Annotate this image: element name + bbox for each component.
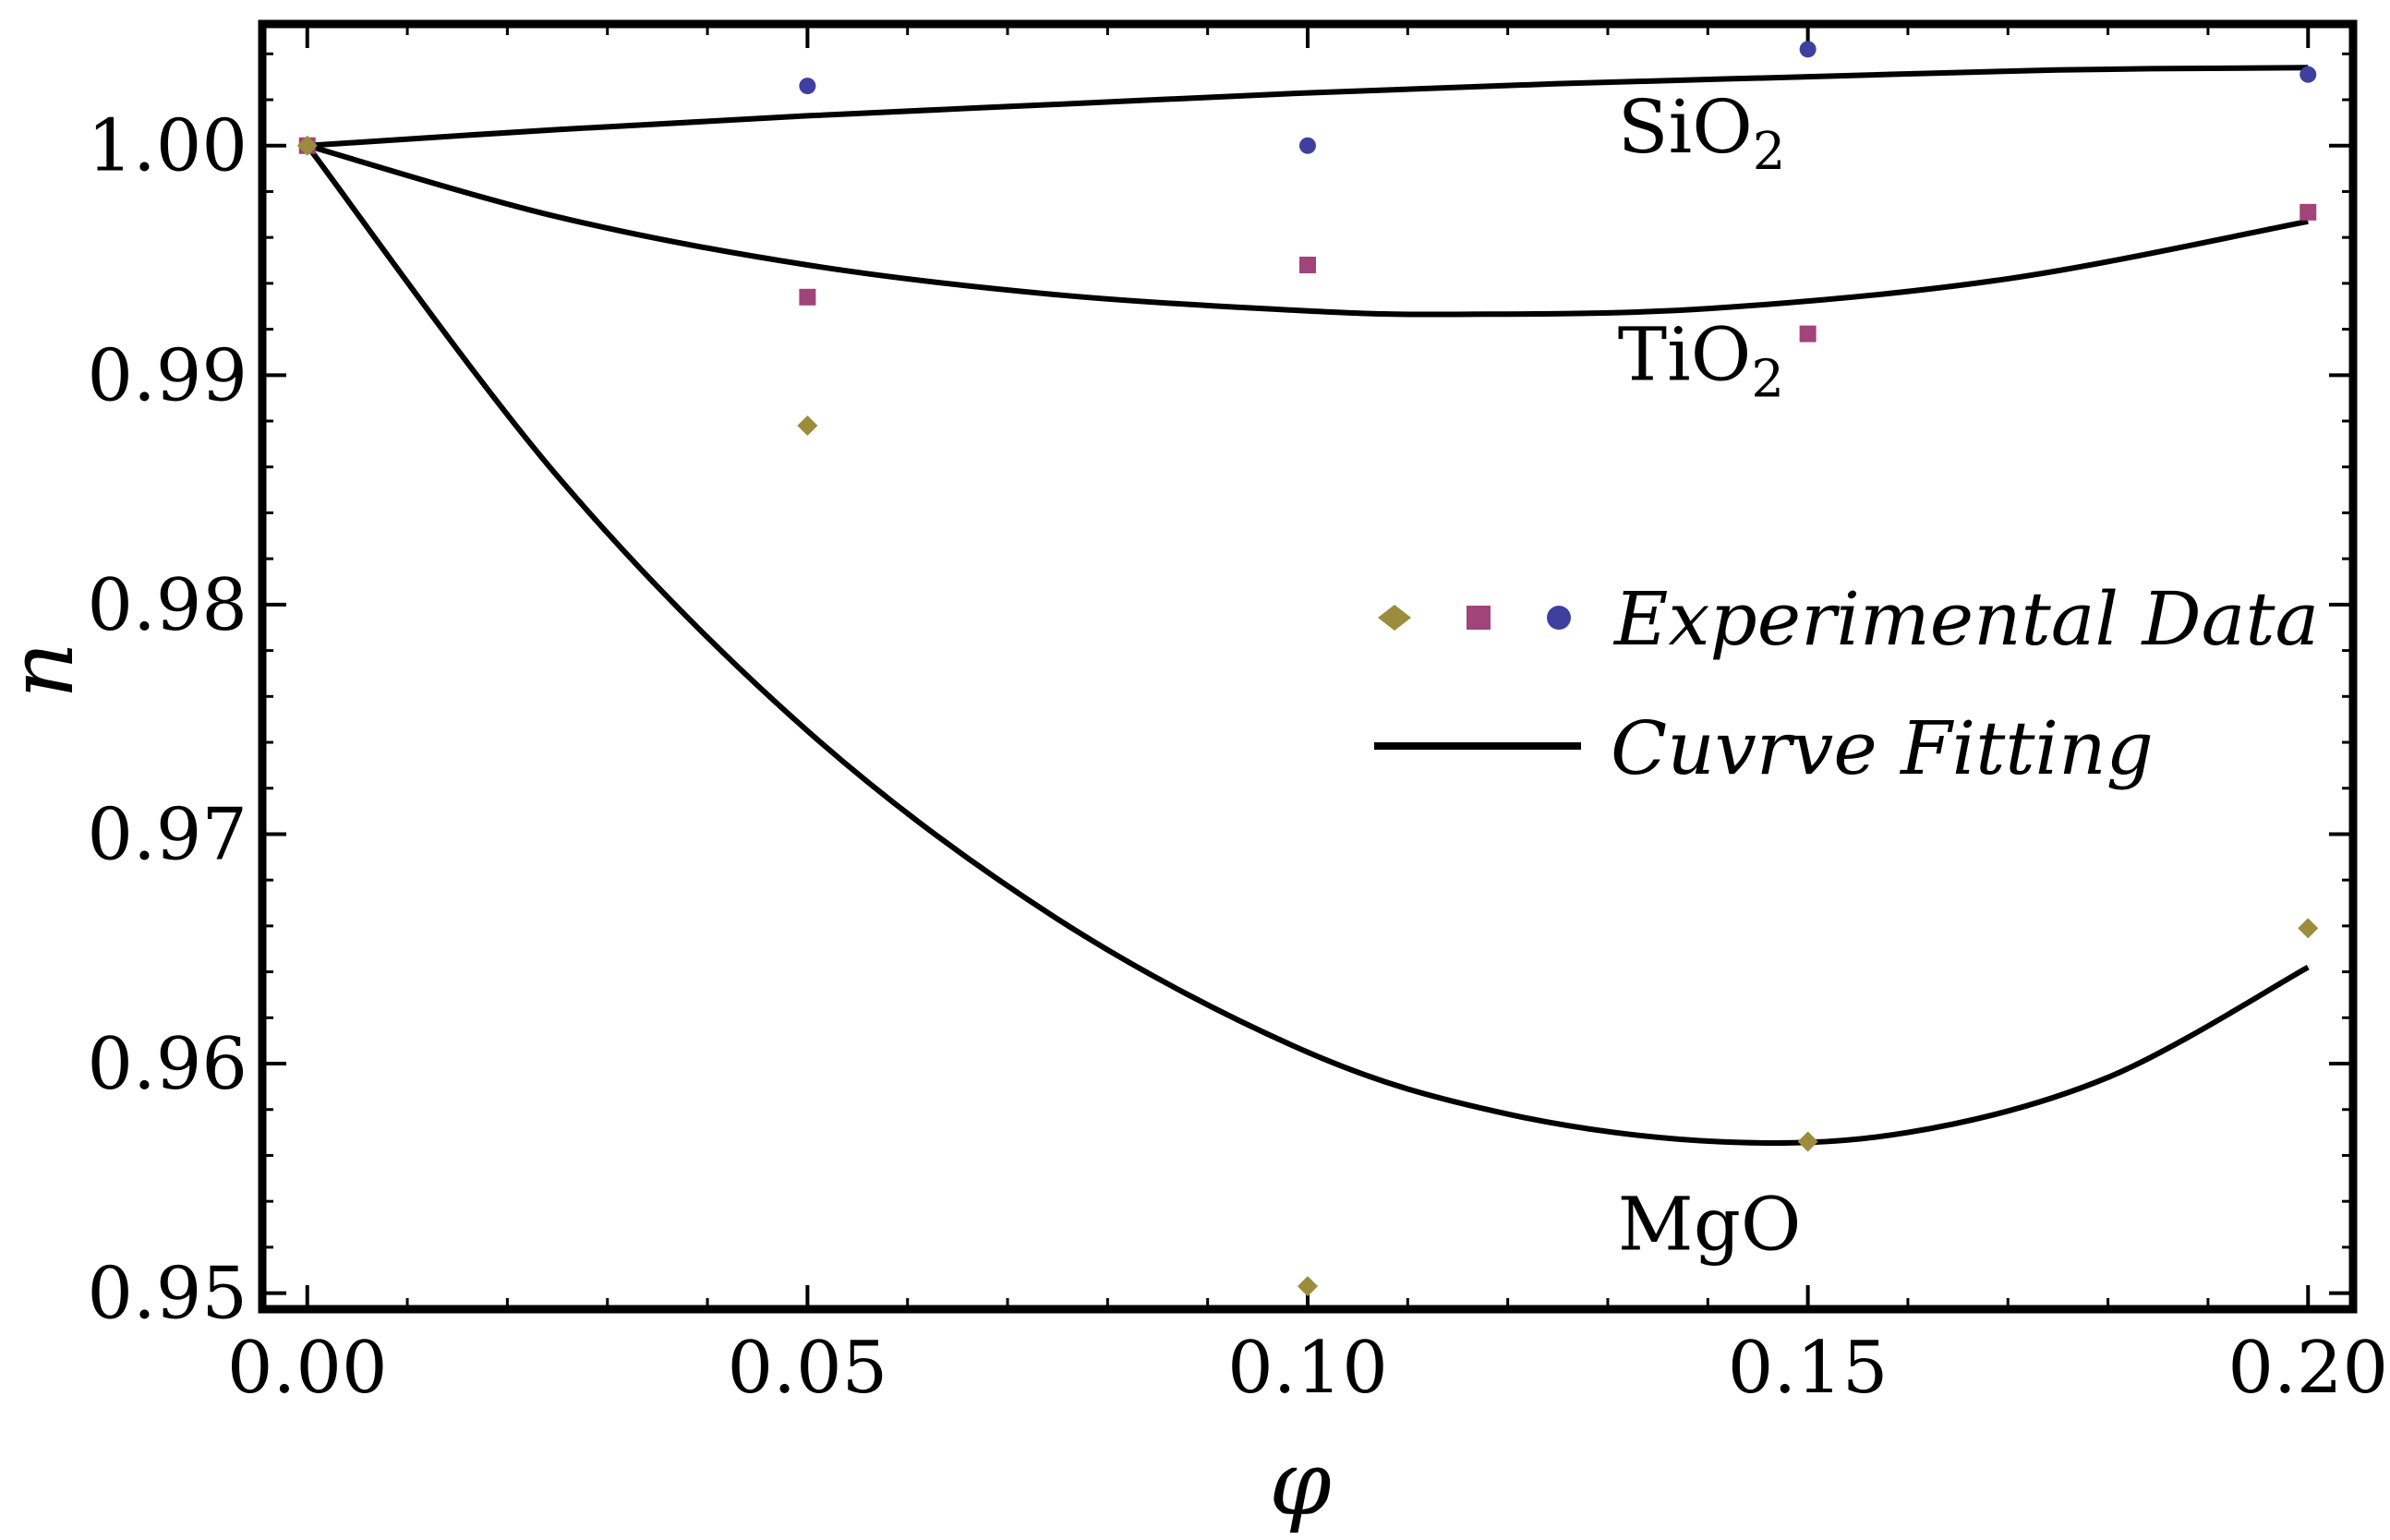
data-point-mgo	[296, 135, 318, 156]
plot-frame	[258, 19, 2358, 1314]
legend-label-fitting: Cuvrve Fitting	[1611, 705, 2154, 791]
curve-labels: SiO2 TiO2 MgO	[1618, 84, 1802, 1267]
legend-marker-sio2	[1547, 606, 1571, 630]
legend: Experimental Data Cuvrve Fitting	[1374, 576, 2319, 791]
x-tick-label: 0.20	[2227, 1327, 2388, 1410]
x-tick-label: 0.00	[227, 1327, 388, 1410]
x-tick-label: 0.10	[1227, 1327, 1388, 1410]
y-tick-label: 1.00	[87, 105, 247, 188]
data-point-mgo	[2298, 918, 2319, 939]
data-point-tio2	[1299, 257, 1316, 273]
fit-curves	[305, 65, 2310, 1147]
axis-ticks	[262, 24, 2353, 1309]
x-tick-labels: 0.00 0.05 0.10 0.15 0.20	[227, 1327, 2388, 1410]
data-point-sio2	[1299, 137, 1316, 154]
y-tick-label: 0.96	[87, 1023, 247, 1106]
legend-marker-tio2	[1467, 606, 1491, 630]
fit-curve-sio2	[307, 65, 2309, 149]
data-points	[296, 41, 2319, 1297]
y-tick-label: 0.99	[87, 334, 247, 417]
y-tick-label: 0.95	[87, 1253, 247, 1336]
x-axis-title: φ	[1269, 1432, 1331, 1535]
fit-curve-mgo	[305, 143, 2310, 1147]
data-point-tio2	[799, 288, 816, 306]
legend-marker-mgo	[1378, 605, 1411, 631]
data-point-sio2	[2299, 66, 2317, 83]
curve-label-tio2: TiO2	[1618, 311, 1784, 409]
data-point-mgo	[797, 415, 818, 436]
fit-curve-tio2	[306, 142, 2309, 318]
y-tick-label: 0.97	[87, 793, 247, 876]
legend-label-experimental: Experimental Data	[1612, 576, 2319, 662]
data-point-mgo	[1298, 1276, 1318, 1297]
x-tick-label: 0.05	[728, 1327, 888, 1410]
data-point-sio2	[799, 78, 816, 95]
data-point-mgo	[1797, 1131, 1818, 1152]
curve-label-mgo: MgO	[1618, 1181, 1802, 1267]
y-tick-label: 0.98	[87, 564, 247, 647]
y-axis-title: n	[0, 642, 93, 699]
x-tick-label: 0.15	[1728, 1327, 1889, 1410]
y-tick-labels: 0.95 0.96 0.97 0.98 0.99 1.00	[87, 105, 247, 1336]
data-point-tio2	[1799, 325, 1817, 343]
data-point-sio2	[1799, 41, 1817, 58]
curve-label-sio2: SiO2	[1618, 84, 1786, 182]
data-point-tio2	[2299, 203, 2317, 221]
